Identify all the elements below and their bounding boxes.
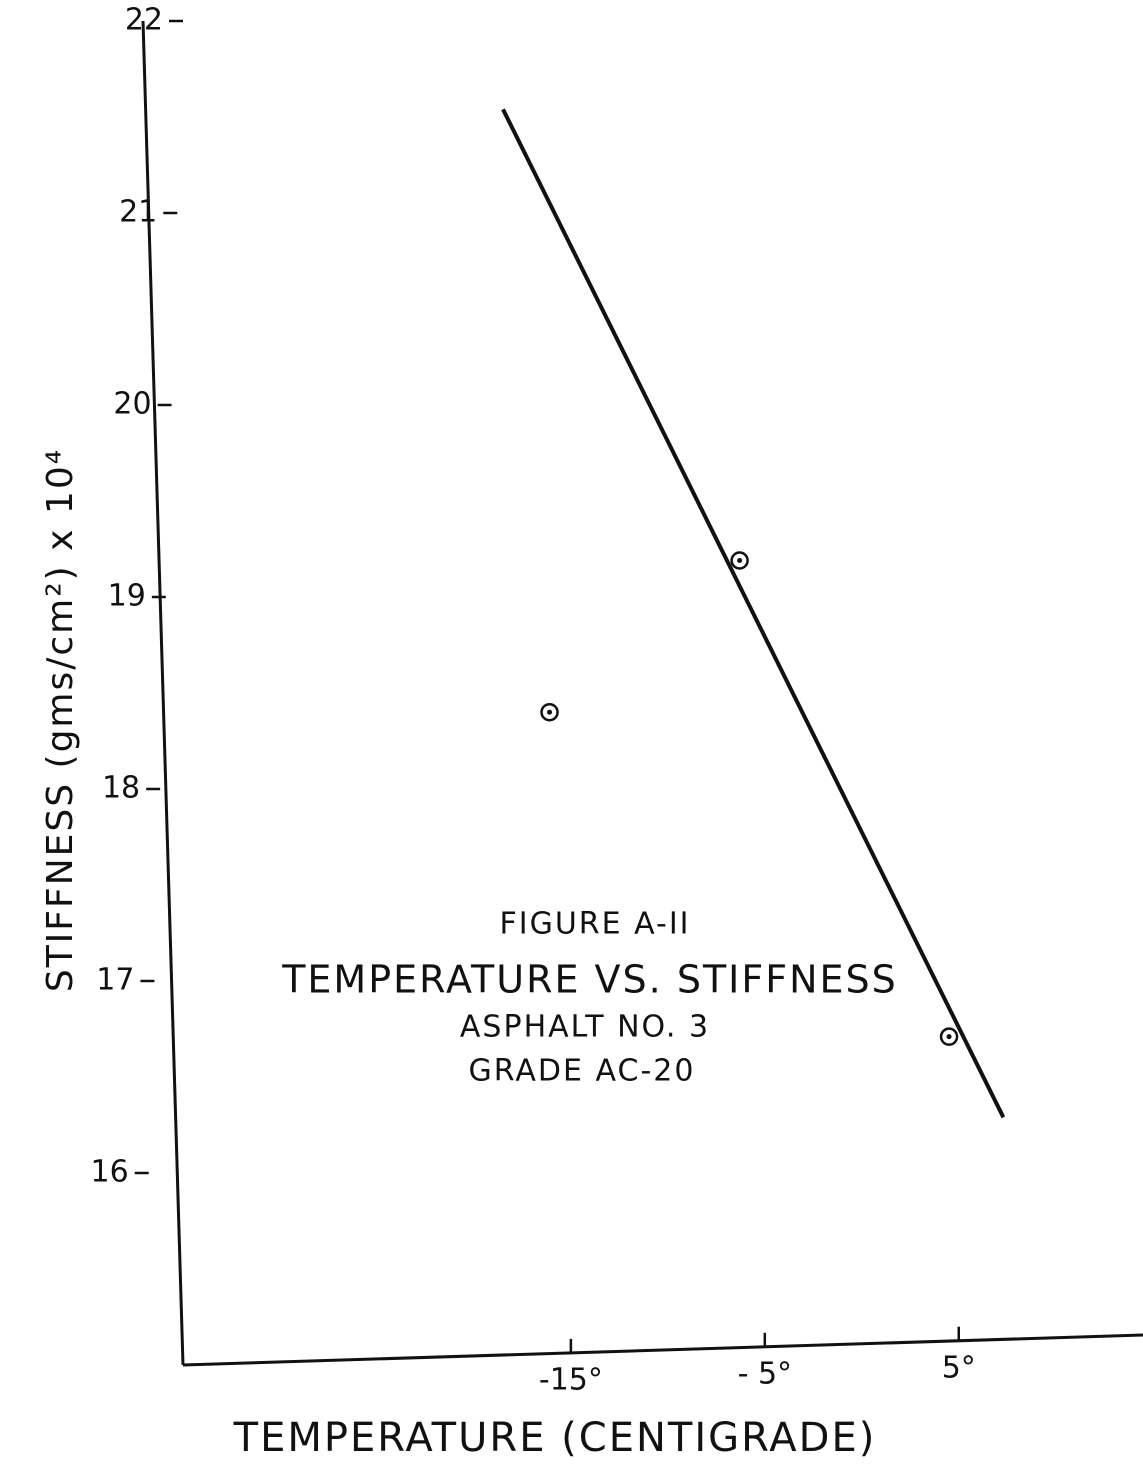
x-tick-label: 5° bbox=[942, 1350, 976, 1385]
x-axis bbox=[182, 1333, 1143, 1367]
annotation: GRADE AC-20 bbox=[469, 1054, 696, 1089]
x-tick-label: - 5° bbox=[738, 1356, 792, 1391]
data-point bbox=[939, 1027, 959, 1046]
y-axis bbox=[141, 20, 185, 1366]
data-point bbox=[730, 551, 749, 570]
x-axis-label: TEMPERATURE (CENTIGRADE) bbox=[233, 1415, 877, 1461]
annotation: ASPHALT NO. 3 bbox=[460, 1010, 710, 1045]
data-point-dot bbox=[547, 709, 553, 715]
y-tick-label: 21 bbox=[119, 195, 157, 230]
annotation: FIGURE A-II bbox=[499, 907, 690, 942]
y-tick-label: 19 bbox=[108, 579, 146, 614]
y-tick-label: 22 bbox=[125, 3, 163, 38]
y-tick-label: 20 bbox=[113, 387, 151, 422]
x-tick-label: -15° bbox=[539, 1362, 603, 1397]
y-tick-label: 18 bbox=[102, 771, 140, 806]
data-point-dot bbox=[946, 1034, 952, 1040]
y-tick-label: 16 bbox=[91, 1155, 129, 1190]
data-point-dot bbox=[737, 558, 743, 564]
y-axis-label: STIFFNESS (gms/cm²) x 10⁴ bbox=[40, 448, 81, 992]
chart-title: TEMPERATURE VS. STIFFNESS bbox=[281, 958, 898, 1002]
data-point bbox=[540, 702, 559, 722]
y-tick-label: 17 bbox=[96, 963, 134, 998]
fit-line bbox=[501, 108, 1006, 1119]
